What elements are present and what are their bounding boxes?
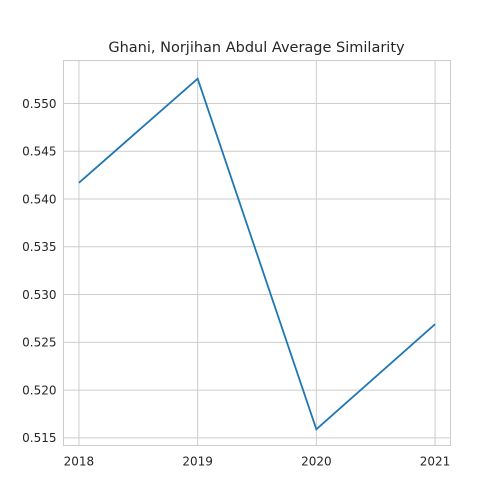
x-tick-label: 2021 xyxy=(420,455,451,469)
x-tick-label: 2020 xyxy=(301,455,332,469)
y-tick-label: 0.550 xyxy=(22,97,56,111)
y-tick-label: 0.525 xyxy=(22,336,56,350)
y-tick-label: 0.530 xyxy=(22,288,56,302)
y-tick-label: 0.515 xyxy=(22,431,56,445)
plot-frame xyxy=(63,60,451,446)
series-layer xyxy=(78,77,436,431)
y-tick-label: 0.520 xyxy=(22,383,56,397)
grid-layer xyxy=(63,60,451,446)
series-line xyxy=(78,77,436,431)
y-tick-label: 0.545 xyxy=(22,145,56,159)
tick-labels: 2018 2019 2020 2021 0.515 0.520 0.525 0.530 0.53… xyxy=(22,97,450,469)
y-tick-label: 0.535 xyxy=(22,240,56,254)
x-tick-label: 2018 xyxy=(64,455,95,469)
chart-title: Ghani, Norjihan Abdul Average Similarity xyxy=(108,40,405,56)
x-tick-label: 2019 xyxy=(182,455,213,469)
y-tick-label: 0.540 xyxy=(22,192,56,206)
